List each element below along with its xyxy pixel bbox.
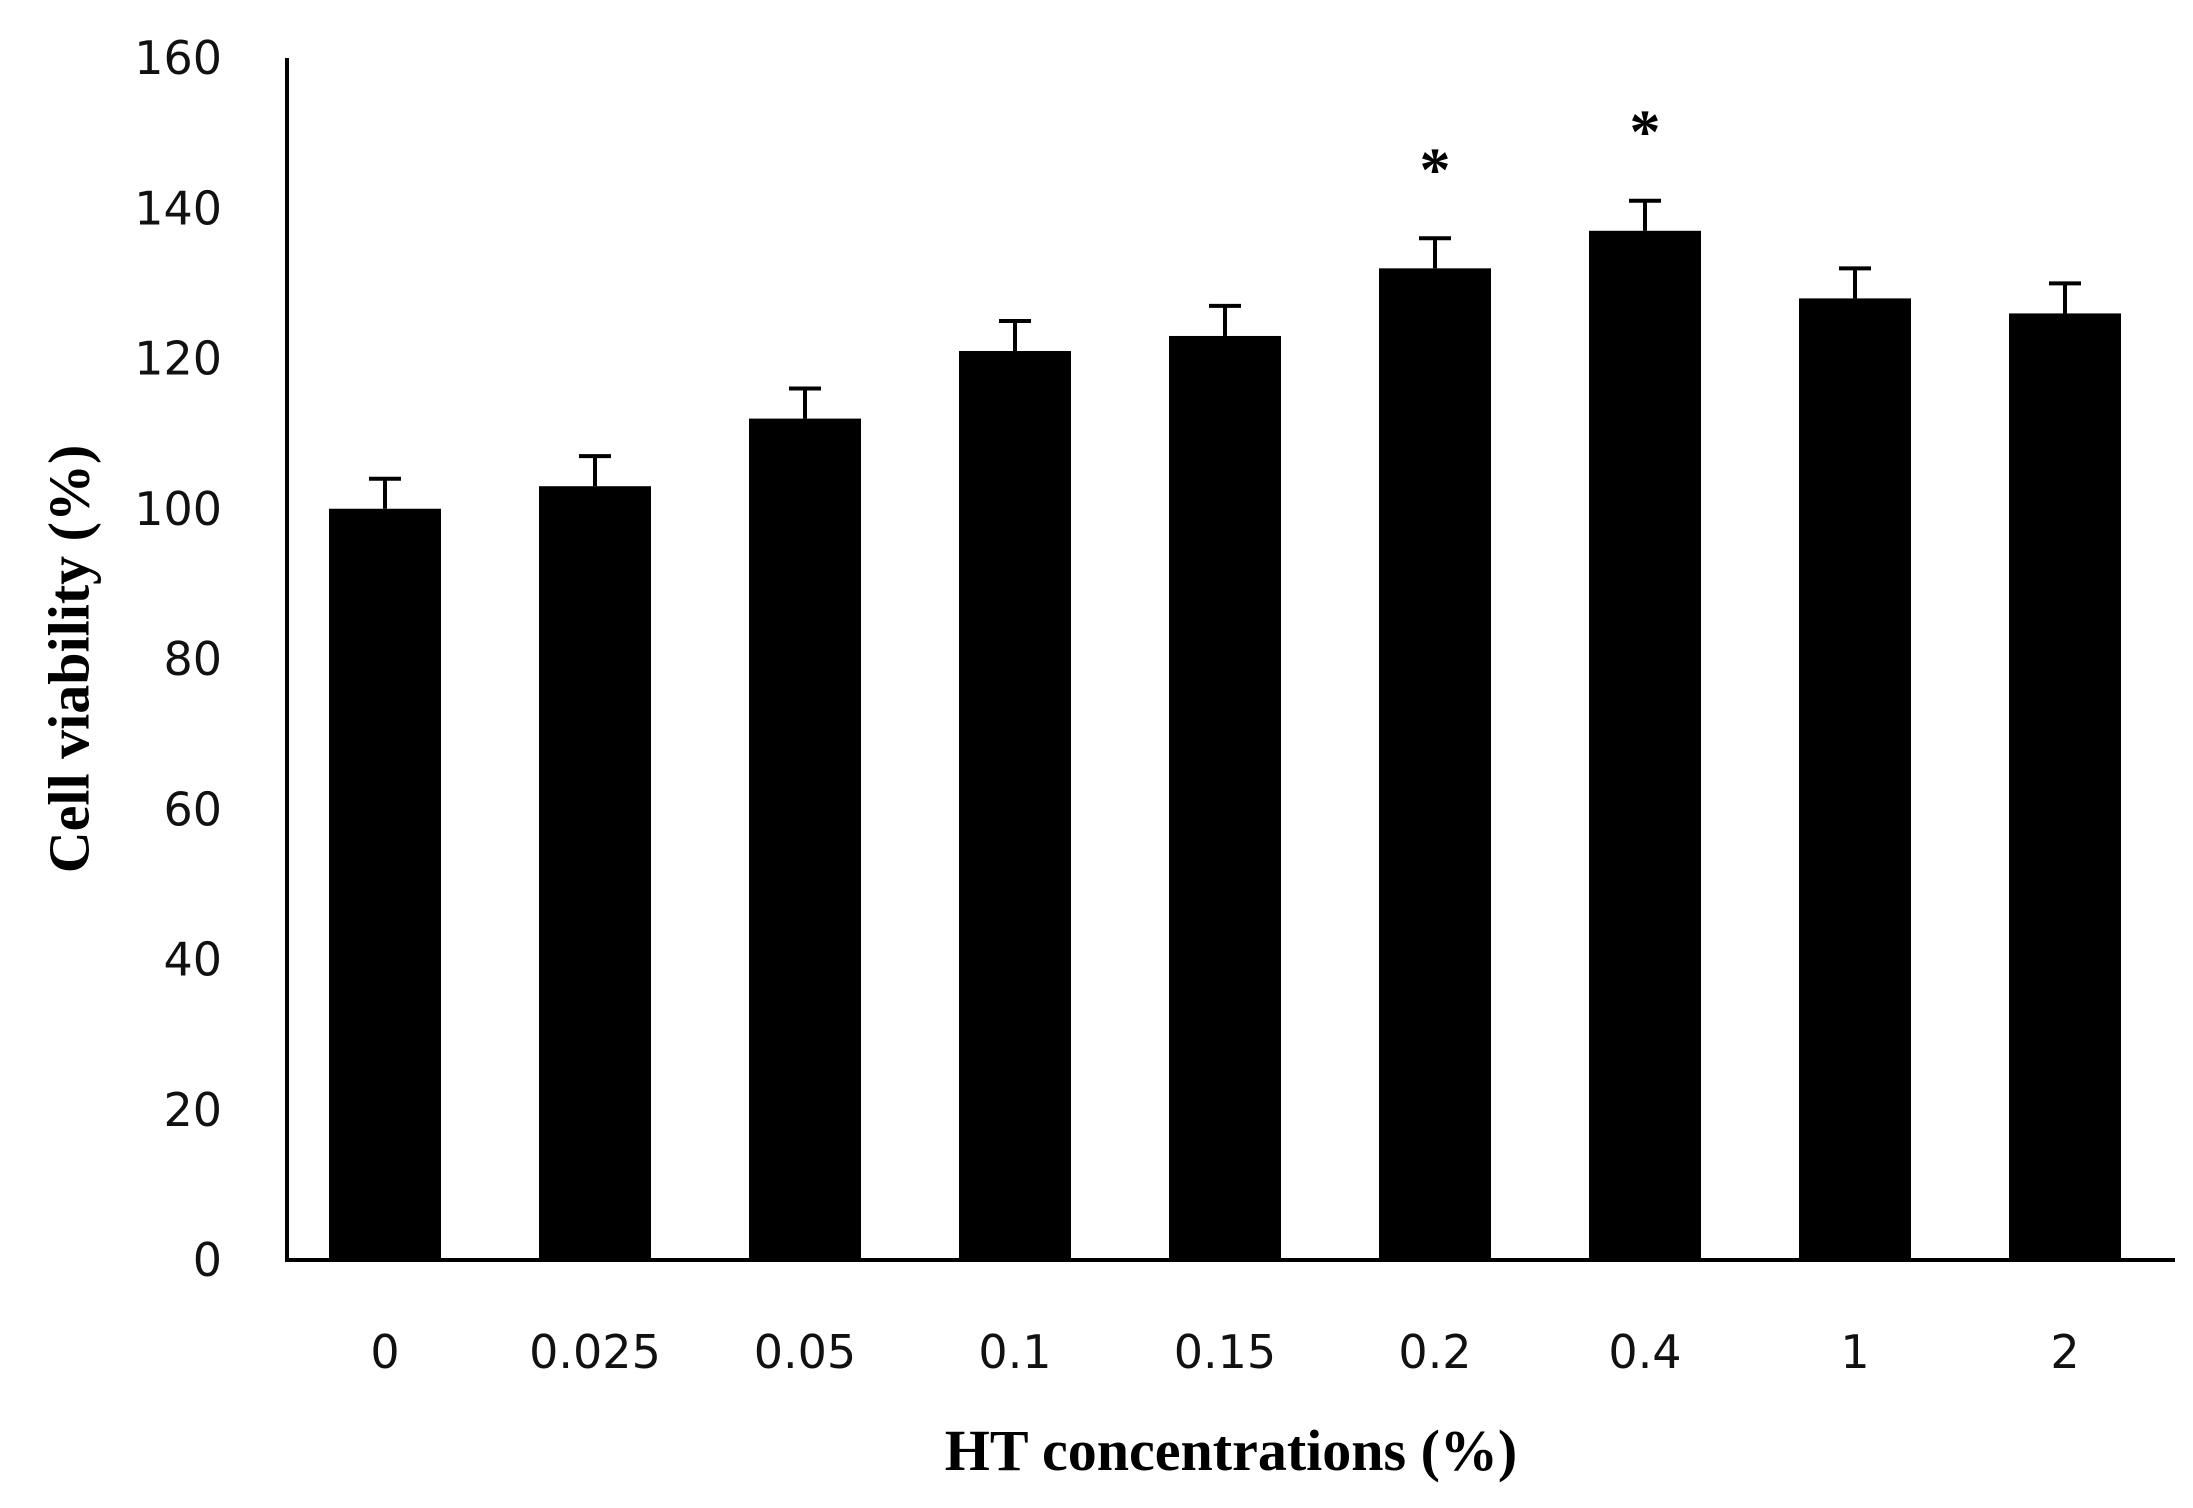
significance-marker: *	[1630, 99, 1661, 167]
error-bar	[789, 386, 821, 419]
error-bar	[1839, 266, 1871, 299]
bar	[959, 350, 1071, 1260]
error-bar	[369, 476, 401, 509]
x-tick-label: 0.4	[1608, 1325, 1681, 1379]
y-tick-label: 20	[163, 1083, 222, 1137]
y-axis-title: Cell viability (%)	[36, 445, 101, 874]
x-tick-label: 0.05	[754, 1325, 856, 1379]
bar	[749, 418, 861, 1261]
error-bar	[1629, 198, 1661, 231]
y-tick-label: 160	[134, 31, 222, 85]
y-tick-label: 120	[134, 332, 222, 386]
y-tick-labels: 0 20 40 60 80 100 120 140 160	[134, 31, 222, 1287]
x-tick-labels: 0 0.025 0.05 0.1 0.15 0.2 0.4 1 2	[370, 1325, 2079, 1379]
y-tick-label: 40	[163, 933, 222, 987]
bar	[1589, 230, 1701, 1261]
bar	[1379, 268, 1491, 1261]
error-bar	[579, 454, 611, 487]
x-tick-label: 2	[2050, 1325, 2079, 1379]
x-tick-label: 1	[1840, 1325, 1869, 1379]
error-bars-group	[369, 198, 2081, 509]
x-tick-label: 0.025	[529, 1325, 661, 1379]
annotations-group: **	[1420, 99, 1661, 205]
y-tick-label: 140	[134, 181, 222, 235]
error-bar	[1419, 236, 1451, 269]
bar	[1169, 335, 1281, 1260]
bars-group	[329, 230, 2121, 1261]
error-bar	[2049, 281, 2081, 314]
x-axis-title: HT concentrations (%)	[945, 1418, 1517, 1483]
x-tick-label: 0	[370, 1325, 399, 1379]
y-tick-label: 100	[134, 482, 222, 536]
error-bar	[1209, 303, 1241, 336]
bar	[1799, 298, 1911, 1260]
y-tick-label: 0	[193, 1233, 222, 1287]
significance-marker: *	[1420, 136, 1451, 204]
y-tick-label: 60	[163, 782, 222, 836]
y-tick-label: 80	[163, 632, 222, 686]
x-tick-label: 0.1	[978, 1325, 1051, 1379]
bar	[2009, 313, 2121, 1260]
error-bar	[999, 318, 1031, 351]
x-tick-label: 0.15	[1174, 1325, 1276, 1379]
x-tick-label: 0.2	[1398, 1325, 1471, 1379]
bar	[329, 508, 441, 1260]
bar	[539, 486, 651, 1260]
